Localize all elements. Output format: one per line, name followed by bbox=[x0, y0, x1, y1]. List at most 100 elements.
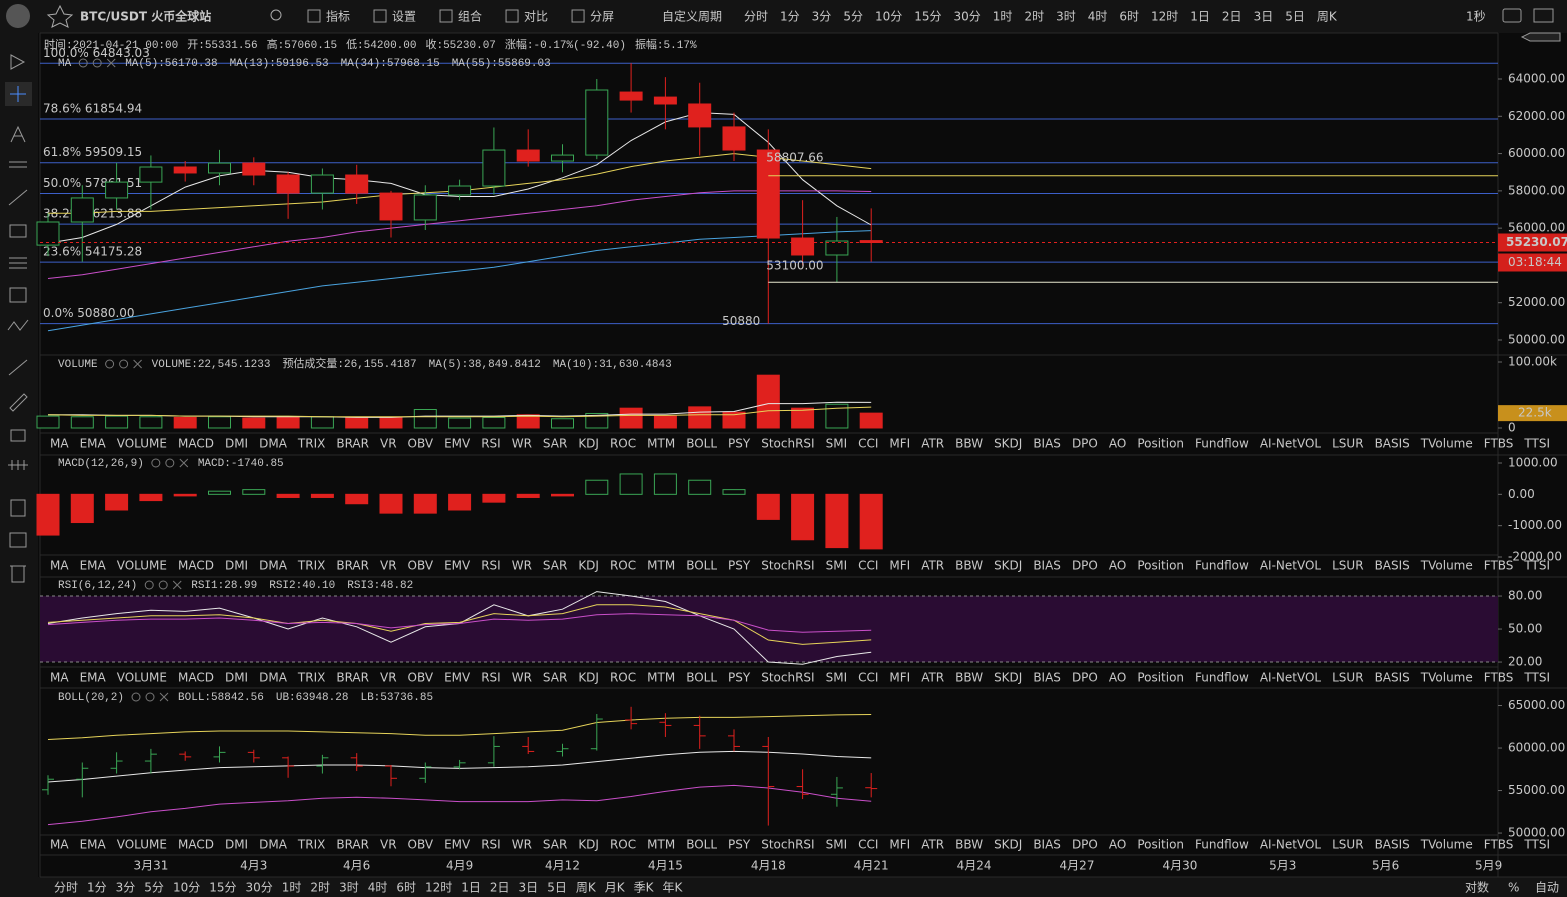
magnet-tool[interactable] bbox=[8, 460, 28, 470]
period-button[interactable]: 分时 bbox=[744, 10, 768, 24]
indicator-tab[interactable]: DMI bbox=[225, 671, 248, 685]
line-tool[interactable] bbox=[9, 161, 27, 168]
indicator-tab[interactable]: TVolume bbox=[1420, 838, 1473, 852]
favorite-icon[interactable] bbox=[46, 4, 74, 28]
bottom-period[interactable]: 4时 bbox=[368, 881, 388, 895]
indicator-tab[interactable]: DMI bbox=[225, 437, 248, 451]
indicator-tab[interactable]: RSI bbox=[481, 559, 501, 573]
bottom-period[interactable]: 10分 bbox=[173, 881, 200, 895]
indicator-tab[interactable]: WR bbox=[512, 671, 532, 685]
camera-icon[interactable] bbox=[1502, 8, 1522, 23]
bottom-period[interactable]: 15分 bbox=[209, 881, 236, 895]
indicator-tab[interactable]: SAR bbox=[543, 559, 567, 573]
toolbar-button[interactable]: 指标 bbox=[326, 9, 350, 24]
indicator-tab[interactable]: RSI bbox=[481, 838, 501, 852]
indicator-tab[interactable]: WR bbox=[512, 437, 532, 451]
indicator-tab[interactable]: DMA bbox=[259, 559, 288, 573]
indicator-tab[interactable]: FTBS bbox=[1484, 671, 1514, 685]
text-tool[interactable] bbox=[10, 125, 26, 143]
indicator-tab[interactable]: KDJ bbox=[578, 671, 599, 685]
indicator-tab[interactable]: SAR bbox=[543, 437, 567, 451]
trend-tool[interactable] bbox=[8, 189, 28, 206]
indicator-tab[interactable]: MACD bbox=[178, 838, 214, 852]
symbol[interactable]: BTC/USDT 火币全球站 bbox=[80, 9, 211, 24]
indicator-tab[interactable]: CCI bbox=[858, 559, 878, 573]
indicator-tab[interactable]: CCI bbox=[858, 437, 878, 451]
indicator-tab[interactable]: LSUR bbox=[1332, 437, 1363, 451]
bottom-period[interactable]: 3日 bbox=[519, 881, 539, 895]
indicator-tab[interactable]: FTBS bbox=[1484, 437, 1514, 451]
indicator-tab[interactable]: SKDJ bbox=[994, 671, 1022, 685]
indicator-tab[interactable]: SKDJ bbox=[994, 559, 1022, 573]
indicator-tab[interactable]: SAR bbox=[543, 671, 567, 685]
indicator-tab[interactable]: AI-NetVOL bbox=[1260, 559, 1322, 573]
bottom-period[interactable]: 3时 bbox=[339, 881, 359, 895]
indicator-tab[interactable]: MACD bbox=[178, 559, 214, 573]
period-button[interactable]: 2日 bbox=[1222, 10, 1242, 24]
indicator-tab[interactable]: AO bbox=[1109, 671, 1126, 685]
indicator-tab[interactable]: BOLL bbox=[686, 671, 717, 685]
indicator-tab[interactable]: BASIS bbox=[1375, 559, 1410, 573]
indicator-tab[interactable]: Position bbox=[1137, 671, 1184, 685]
indicator-tab[interactable]: SMI bbox=[826, 838, 848, 852]
indicator-tab[interactable]: BOLL bbox=[686, 559, 717, 573]
rect-tool[interactable] bbox=[9, 224, 27, 238]
indicator-tab[interactable]: DMA bbox=[259, 838, 288, 852]
indicator-tab[interactable]: EMV bbox=[444, 437, 471, 451]
indicator-tab[interactable]: BIAS bbox=[1033, 559, 1061, 573]
indicator-tab[interactable]: MFI bbox=[889, 671, 910, 685]
indicator-tab[interactable]: TTSI bbox=[1523, 671, 1550, 685]
bottom-period[interactable]: 1分 bbox=[87, 881, 107, 895]
indicator-tab[interactable]: MFI bbox=[889, 437, 910, 451]
bottom-period[interactable]: 5日 bbox=[547, 881, 567, 895]
indicator-tab[interactable]: AI-NetVOL bbox=[1260, 671, 1322, 685]
indicator-tab[interactable]: ROC bbox=[610, 838, 636, 852]
indicator-tab[interactable]: DPO bbox=[1072, 437, 1098, 451]
indicator-tab[interactable]: MACD bbox=[178, 437, 214, 451]
delete-tool[interactable] bbox=[10, 565, 26, 583]
indicator-tab[interactable]: VOLUME bbox=[117, 671, 167, 685]
pen-tool[interactable] bbox=[9, 393, 28, 412]
indicator-tab[interactable]: EMA bbox=[80, 838, 107, 852]
indicator-tab[interactable]: MTM bbox=[647, 838, 675, 852]
indicator-tab[interactable]: StochRSI bbox=[761, 559, 814, 573]
indicator-tab[interactable]: MTM bbox=[647, 559, 675, 573]
indicator-tab[interactable]: BIAS bbox=[1033, 437, 1061, 451]
indicator-tab[interactable]: SKDJ bbox=[994, 437, 1022, 451]
indicator-tab[interactable]: AI-NetVOL bbox=[1260, 838, 1322, 852]
indicator-tab[interactable]: OBV bbox=[408, 838, 434, 852]
indicator-tab[interactable]: CCI bbox=[858, 838, 878, 852]
indicator-tab[interactable]: TRIX bbox=[297, 437, 325, 451]
bottom-period[interactable]: 月K bbox=[605, 881, 626, 895]
indicator-tab[interactable]: StochRSI bbox=[761, 671, 814, 685]
period-button[interactable]: 3分 bbox=[812, 10, 832, 24]
indicator-tab[interactable]: BIAS bbox=[1033, 838, 1061, 852]
indicator-tab[interactable]: Position bbox=[1137, 437, 1184, 451]
indicator-tab[interactable]: TTSI bbox=[1523, 437, 1550, 451]
indicator-tab[interactable]: WR bbox=[512, 838, 532, 852]
period-button[interactable]: 周K bbox=[1317, 10, 1338, 24]
bottom-period[interactable]: 季K bbox=[634, 881, 655, 895]
indicator-tab[interactable]: EMV bbox=[444, 559, 471, 573]
bottom-option[interactable]: 自动 bbox=[1535, 881, 1559, 895]
indicator-tab[interactable]: OBV bbox=[408, 671, 434, 685]
period-button[interactable]: 1日 bbox=[1190, 10, 1210, 24]
bottom-period[interactable]: 5分 bbox=[144, 881, 164, 895]
period-button[interactable]: 6时 bbox=[1119, 10, 1139, 24]
indicator-tab[interactable]: AO bbox=[1109, 559, 1126, 573]
wave-tool[interactable] bbox=[7, 319, 29, 331]
fib-tool[interactable] bbox=[9, 257, 27, 269]
period-button[interactable]: 2时 bbox=[1024, 10, 1044, 24]
period-button[interactable]: 30分 bbox=[954, 10, 981, 24]
period-button[interactable]: 5分 bbox=[843, 10, 863, 24]
indicator-tab[interactable]: BBW bbox=[955, 437, 983, 451]
indicator-tab[interactable]: OBV bbox=[408, 437, 434, 451]
logo[interactable] bbox=[6, 4, 30, 28]
indicator-tab[interactable]: RSI bbox=[481, 671, 501, 685]
bottom-period[interactable]: 30分 bbox=[246, 881, 273, 895]
indicator-tab[interactable]: BRAR bbox=[336, 671, 369, 685]
search-icon[interactable] bbox=[270, 9, 282, 21]
indicator-tab[interactable]: Fundflow bbox=[1195, 437, 1249, 451]
indicator-tab[interactable]: ATR bbox=[921, 838, 944, 852]
indicator-tab[interactable]: BRAR bbox=[336, 559, 369, 573]
